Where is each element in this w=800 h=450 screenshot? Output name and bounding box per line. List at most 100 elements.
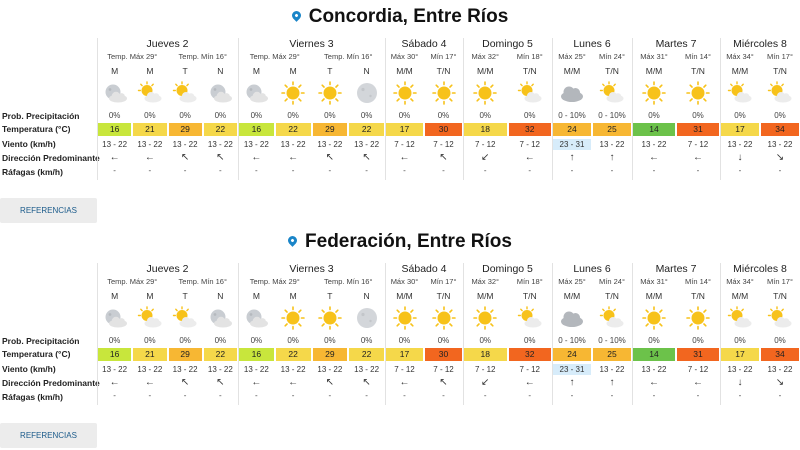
period-label: M: [146, 291, 154, 301]
direction-label: Dirección Predominante: [2, 153, 100, 163]
gust-value: -: [483, 166, 487, 175]
day-max-temp: Temp. Máx 29°: [107, 52, 158, 61]
precipitation-value: 0%: [734, 336, 746, 345]
temperature-cell: 25: [593, 348, 631, 361]
gust-value: -: [328, 166, 332, 175]
column-divider: [720, 263, 721, 405]
day-min-temp: Mín 17°: [767, 52, 793, 61]
temperature-cell: 24: [553, 348, 591, 361]
day-max-temp: Máx 32°: [471, 277, 500, 286]
gust-value: -: [652, 391, 656, 400]
city-name: Federación, Entre Ríos: [305, 231, 512, 252]
moon-cloud-icon: [101, 306, 129, 330]
period-label: M/M: [476, 66, 494, 76]
period-label: M/M: [645, 66, 663, 76]
period-label: T/N: [773, 66, 787, 76]
period-label: M: [252, 66, 260, 76]
wind-value: 13 - 22: [317, 140, 343, 149]
wind-direction-arrow-icon: ←: [109, 377, 120, 388]
sun-icon: [640, 306, 668, 330]
day-max-temp: Máx 32°: [471, 52, 500, 61]
wind-direction-arrow-icon: ←: [288, 152, 299, 163]
gust-value: -: [148, 391, 152, 400]
period-label: T: [182, 66, 188, 76]
wind-direction-arrow-icon: ←: [649, 377, 659, 388]
gust-value: -: [403, 166, 406, 175]
period-label: N: [363, 291, 370, 301]
day-name: Miércoles 8: [733, 38, 787, 50]
moon-icon: [353, 81, 381, 105]
temperature-cell: 34: [761, 123, 799, 136]
precipitation-value: 0%: [287, 111, 299, 120]
sun-icon: [471, 81, 499, 105]
city-title: Federación, Entre Ríos: [0, 231, 800, 253]
day-name: Miércoles 8: [733, 263, 787, 275]
wind-direction-arrow-icon: ←: [524, 152, 535, 163]
city-name: Concordia, Entre Ríos: [308, 6, 509, 27]
wind-direction-arrow-icon: ←: [693, 152, 703, 163]
day-name: Lunes 6: [573, 263, 611, 275]
temperature-cell: 21: [133, 123, 167, 136]
wind-direction-arrow-icon: ↑: [569, 377, 575, 388]
temperature-cell: 21: [133, 348, 167, 361]
day-name: Sábado 4: [401, 263, 447, 275]
wind-value: 13 - 22: [727, 365, 753, 374]
gust-value: -: [148, 166, 152, 175]
temperature-cell: 17: [721, 123, 759, 136]
period-label: M: [289, 291, 297, 301]
sun-cloud-icon: [136, 81, 164, 105]
temperature-cell: 30: [425, 348, 462, 361]
wind-value: 13 - 22: [207, 365, 233, 374]
moon-cloud-icon: [242, 81, 270, 105]
forecast-grid: Prob. Precipitación Temperatura (°C) Vient…: [0, 0, 800, 180]
wind-value: 13 - 22: [243, 140, 269, 149]
wind-direction-arrow-icon: ↖: [325, 377, 335, 388]
sun-icon: [391, 81, 419, 105]
sun-cloud-icon: [171, 306, 199, 330]
sun-cloud-icon: [598, 306, 626, 330]
wind-value: 13 - 22: [280, 365, 306, 374]
precipitation-value: 0%: [437, 336, 450, 345]
precipitation-value: 0%: [250, 336, 263, 345]
column-divider: [385, 38, 386, 180]
period-label: M/M: [645, 291, 663, 301]
precipitation-value: 0 - 10%: [558, 336, 586, 345]
wind-direction-arrow-icon: ←: [399, 152, 410, 163]
period-label: M: [252, 291, 260, 301]
city-section: Federación, Entre Ríos Prob. Precipitació…: [0, 225, 800, 450]
sun-icon: [316, 81, 344, 105]
temp-label: Temperatura (°C): [2, 124, 71, 134]
day-max-temp: Máx 34°: [726, 52, 754, 61]
gust-value: -: [610, 166, 614, 175]
referencias-button[interactable]: REFERENCIAS: [0, 423, 97, 448]
wind-value: 23 - 31: [553, 139, 591, 150]
precipitation-value: 0%: [398, 111, 411, 120]
cloud-icon: [558, 306, 586, 330]
wind-value: 7 - 12: [433, 140, 454, 149]
prob-label: Prob. Precipitación: [2, 336, 80, 346]
column-divider: [632, 38, 633, 180]
day-max-temp: Temp. Máx 29°: [249, 52, 300, 61]
referencias-button[interactable]: REFERENCIAS: [0, 198, 97, 223]
day-min-temp: Mín 17°: [430, 277, 457, 286]
moon-icon: [353, 306, 381, 330]
moon-cloud-icon: [101, 81, 129, 105]
gust-value: -: [778, 391, 782, 400]
wind-direction-arrow-icon: ↖: [362, 152, 371, 163]
day-min-temp: Mín 17°: [430, 52, 457, 61]
period-label: T: [182, 291, 188, 301]
day-max-temp: Temp. Máx 29°: [107, 277, 158, 286]
precipitation-value: 0%: [774, 336, 786, 345]
gust-value: -: [610, 391, 614, 400]
column-divider: [97, 38, 98, 180]
gust-value: -: [219, 391, 222, 400]
wind-value: 13 - 22: [599, 140, 625, 149]
day-name: Martes 7: [655, 263, 697, 275]
gust-value: -: [696, 391, 700, 400]
period-label: T: [327, 66, 333, 76]
precipitation-value: 0%: [324, 336, 336, 345]
wind-value: 13 - 22: [767, 365, 793, 374]
wind-value: 13 - 22: [727, 140, 753, 149]
city-title: Concordia, Entre Ríos: [0, 6, 800, 28]
gust-value: -: [183, 391, 187, 400]
